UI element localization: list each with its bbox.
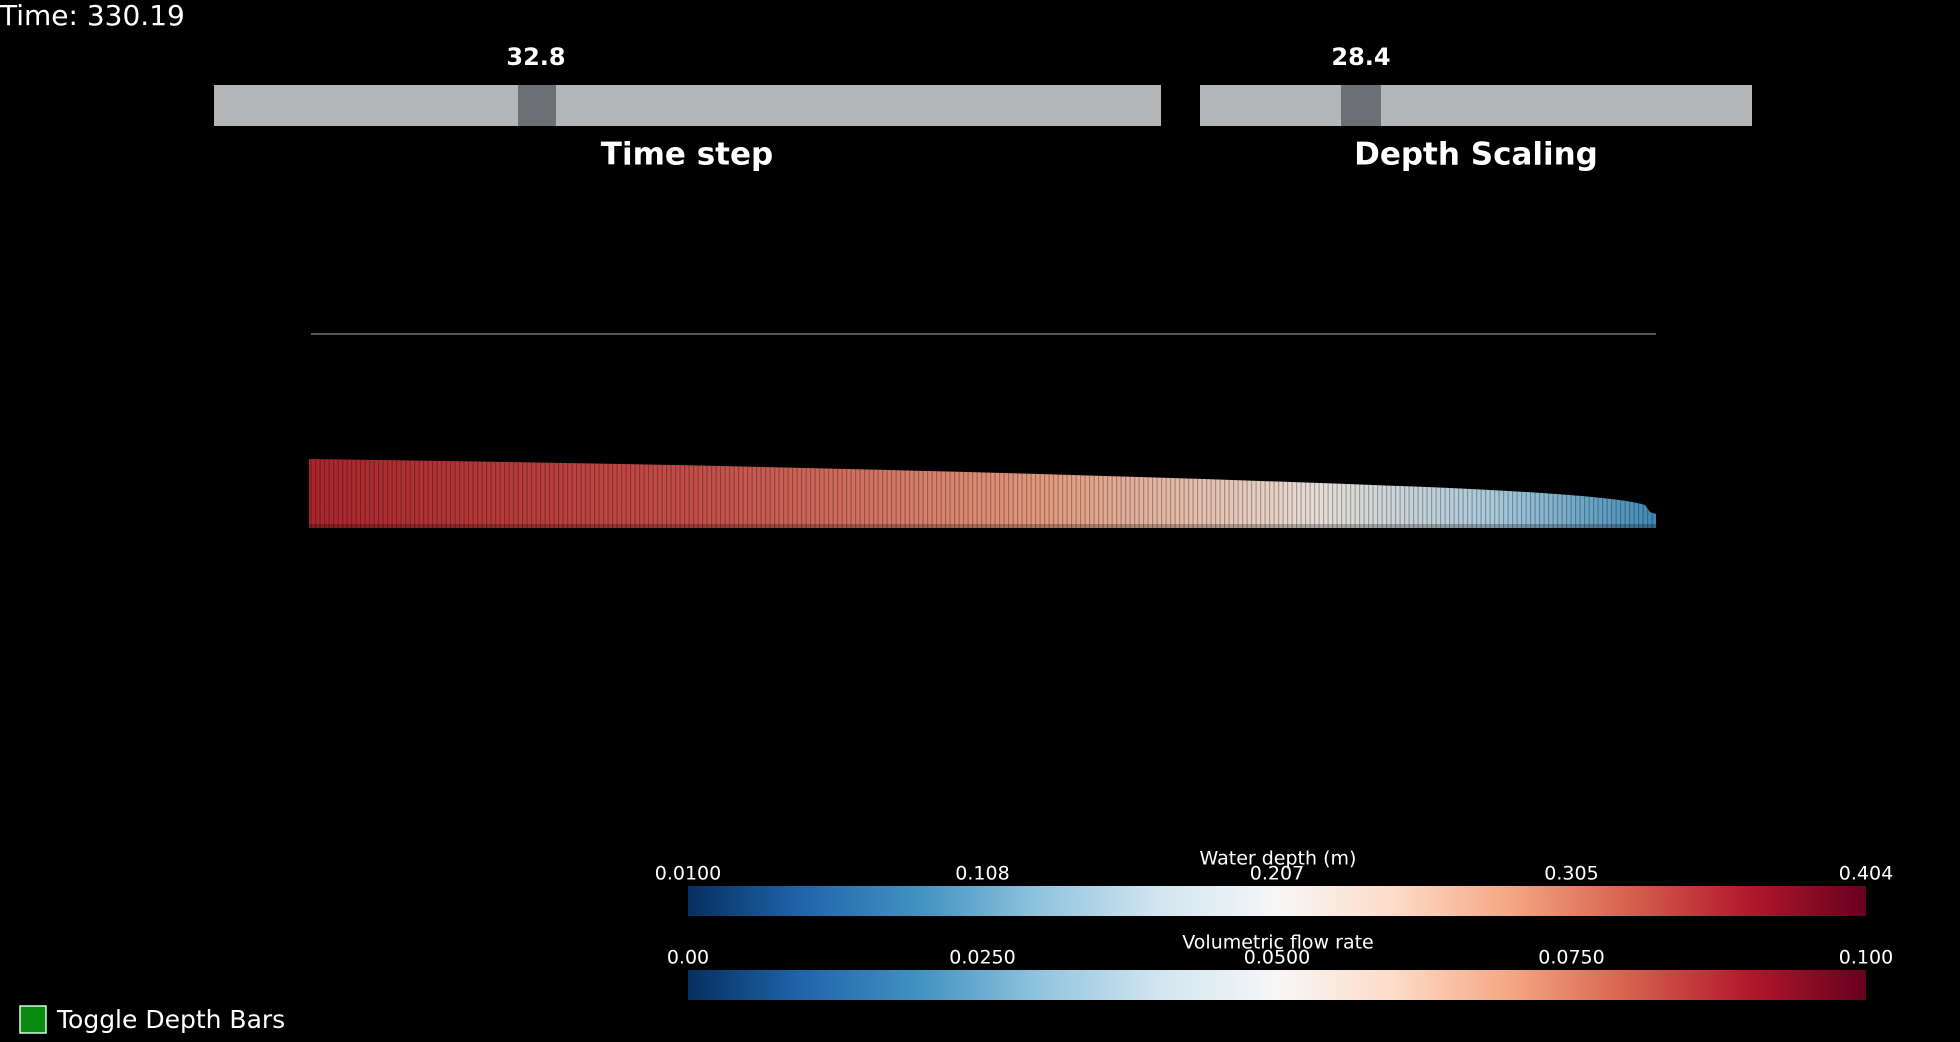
colorbar-tick-label: 0.00 [667, 947, 709, 969]
slider-label: Time step [601, 137, 773, 173]
colorbar-tick-label: 0.305 [1544, 863, 1598, 885]
slider-label: Depth Scaling [1354, 137, 1598, 173]
colorbar-tick-label: 0.100 [1839, 947, 1893, 969]
colorbar-tick-label: 0.0100 [655, 863, 721, 885]
slider-track[interactable] [1200, 85, 1752, 126]
colorbar-tick-label: 0.108 [955, 863, 1009, 885]
colorbar-tick-label: 0.207 [1250, 863, 1304, 885]
time-label: Time: 330.19 [0, 0, 185, 32]
slider-value: 32.8 [506, 43, 565, 71]
depth-bars-stripes [309, 459, 1656, 528]
colorbar-title: Water depth (m) [1200, 848, 1357, 870]
depth-bars [309, 459, 1656, 528]
colorbar-title: Volumetric flow rate [1182, 932, 1373, 954]
toggle-label[interactable]: Toggle Depth Bars [56, 1005, 285, 1034]
slider-thumb[interactable] [1341, 85, 1381, 126]
colorbar-tick-label: 0.0750 [1538, 947, 1604, 969]
slider-track[interactable] [214, 85, 1161, 126]
colorbar-tick-label: 0.404 [1839, 863, 1893, 885]
colorbar [688, 886, 1866, 916]
colorbar [688, 970, 1866, 1000]
depth-bars-base [309, 524, 1656, 528]
colorbar-ticks: 0.0100 0.108 0.207 0.305 0.404 0.00 0.0250 0.05… [655, 863, 1893, 969]
toggle-checkbox[interactable] [19, 1005, 47, 1034]
slider-thumb[interactable] [518, 85, 556, 126]
slider-value: 28.4 [1331, 43, 1390, 71]
colorbar-tick-label: 0.0500 [1244, 947, 1310, 969]
colorbar-tick-label: 0.0250 [949, 947, 1015, 969]
